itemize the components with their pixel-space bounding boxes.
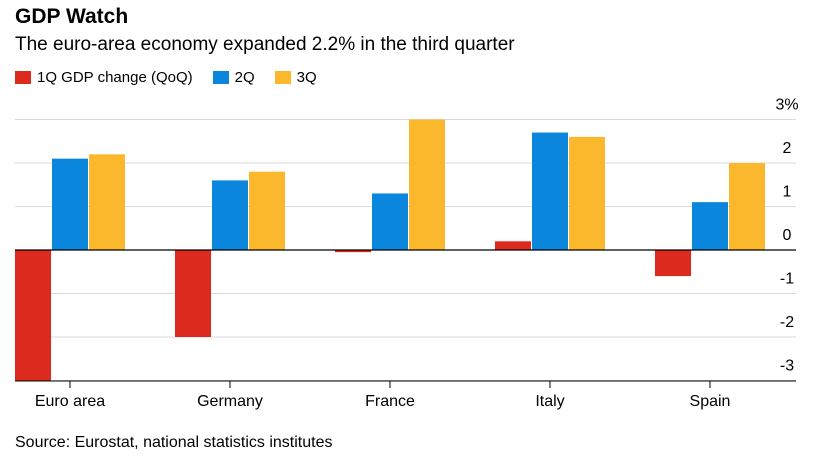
legend-label-q1: 1Q GDP change (QoQ) [37,69,193,86]
legend-label-q3: 3Q [296,69,317,86]
bar-1q [495,241,531,250]
bar-2q [692,202,728,250]
legend-item-q3: 3Q [274,69,317,86]
category-label: Euro area [35,393,105,410]
bar-3q [729,163,765,250]
category-label: Spain [690,393,731,410]
chart-title: GDP Watch [15,5,129,28]
y-tick-label: -2 [780,314,794,331]
bar-2q [372,193,408,250]
bar-1q [175,250,211,337]
legend-swatch-q2 [212,71,229,84]
chart-subtitle: The euro-area economy expanded 2.2% in t… [15,34,515,55]
bar-3q [249,171,285,250]
y-tick-label: 3% [775,97,798,114]
legend-item-q1: 1Q GDP change (QoQ) [15,69,193,86]
bar-3q [569,136,605,250]
y-tick-label: 0 [783,227,792,244]
bar-1q [335,250,371,253]
bar-2q [212,180,248,250]
category-label: France [365,393,415,410]
legend-item-q2: 2Q [212,69,255,86]
legend-swatch-q1 [15,71,31,84]
category-label: Germany [197,393,263,410]
bar-chart: 3% 2 1 0 -1 -2 -3 Euro area Germany France Italy Sp… [15,97,799,410]
bar-3q [89,154,125,250]
category-label: Italy [535,393,564,410]
legend-swatch-q3 [274,71,291,84]
y-tick-label: 2 [783,140,792,157]
legend-label-q2: 2Q [234,69,255,86]
y-tick-label: 1 [783,184,792,201]
bar-2q [532,132,568,250]
y-tick-label: -3 [780,358,794,375]
bar-3q [409,119,445,250]
legend: 1Q GDP change (QoQ) 2Q 3Q [15,69,337,86]
bar-2q [52,158,88,250]
bar-1q [15,250,51,381]
bar-1q [655,250,691,277]
y-tick-label: -1 [780,271,794,288]
source-note: Source: Eurostat, national statistics in… [15,434,333,451]
